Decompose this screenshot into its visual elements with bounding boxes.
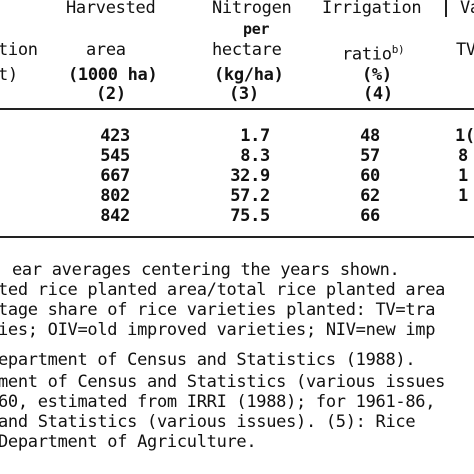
header-col4-line2: ratiob) [342, 40, 405, 65]
area-cell: 667 [100, 166, 130, 186]
area-cell: 545 [100, 146, 130, 166]
header-col3-line1: Nitrogen [212, 0, 292, 18]
header-col2-unit: (1000 ha) [68, 65, 158, 85]
area-cell: 423 [100, 126, 130, 146]
nitrogen-cell: 57.2 [230, 186, 270, 206]
header-col1-line3: t) [0, 65, 18, 85]
partial-cell: 1 [458, 186, 468, 206]
header-col1-line2: tion [0, 40, 38, 60]
header-col3-unit: (kg/ha) [214, 65, 284, 85]
irrigation-cell: 48 [360, 126, 380, 146]
header-col4-unit: (%) [362, 65, 392, 85]
header-col5-line1: Va [460, 0, 474, 18]
header-col5-line2: TV [456, 40, 474, 60]
footnote-line: ear averages centering the years shown. [12, 260, 400, 280]
irrigation-cell: 66 [360, 206, 380, 226]
irrigation-cell: 62 [360, 186, 380, 206]
header-col2-line1: Harvested [66, 0, 156, 18]
header-divider [445, 0, 447, 17]
footnote-line: 60, estimated from IRRI (1988); for 1961… [0, 392, 436, 412]
nitrogen-cell: 32.9 [230, 166, 270, 186]
footnote-line: and Statistics (various issues). (5): Ri… [0, 412, 416, 432]
footnote-line: Department of Agriculture. [0, 432, 257, 452]
table-bottom-rule [0, 236, 474, 238]
ratio-sup: b) [391, 43, 405, 56]
header-col3-line2: per [243, 20, 270, 38]
ratio-label: ratio [342, 44, 392, 65]
header-col4-line1: Irrigation [322, 0, 422, 18]
header-col2-num: (2) [96, 84, 126, 104]
partial-cell: 1 [458, 166, 468, 186]
header-col2-line2: area [86, 40, 126, 60]
area-cell: 842 [100, 206, 130, 226]
footnote-line: tage share of rice varieties planted: TV… [0, 300, 436, 320]
header-col4-num: (4) [363, 84, 393, 104]
nitrogen-cell: 8.3 [240, 146, 270, 166]
footnote-line: ted rice planted area/total rice planted… [0, 280, 446, 300]
header-col3-line3: hectare [212, 40, 282, 60]
area-cell: 802 [100, 186, 130, 206]
nitrogen-cell: 1.7 [240, 126, 270, 146]
footnote-line: epartment of Census and Statistics (1988… [0, 350, 416, 370]
nitrogen-cell: 75.5 [230, 206, 270, 226]
footnote-line: ment of Census and Statistics (various i… [0, 372, 446, 392]
irrigation-cell: 60 [360, 166, 380, 186]
partial-cell: 8 [458, 146, 468, 166]
header-rule [0, 108, 474, 110]
partial-cell: 1( [455, 126, 474, 146]
irrigation-cell: 57 [360, 146, 380, 166]
footnote-line: ies; OIV=old improved varieties; NIV=new… [0, 320, 436, 340]
header-col3-num: (3) [229, 84, 259, 104]
